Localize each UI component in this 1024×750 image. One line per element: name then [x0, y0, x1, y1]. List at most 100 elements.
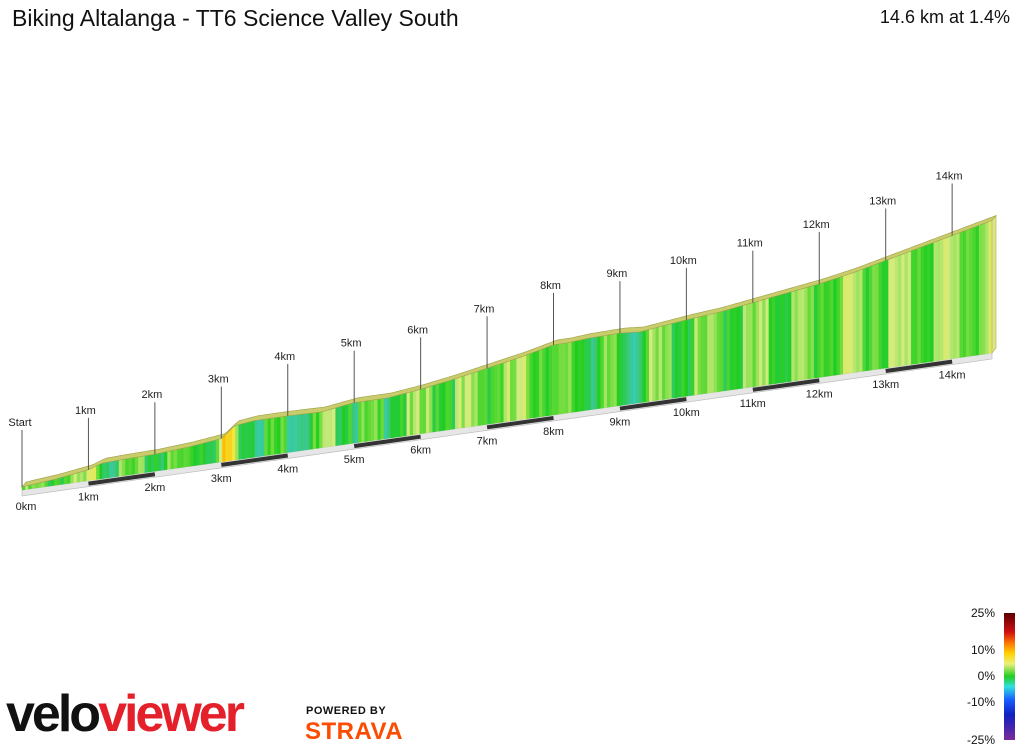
profile-strip [306, 413, 310, 451]
profile-strip [862, 267, 867, 372]
profile-strip [936, 239, 941, 361]
axis-tick-label: 8km [543, 426, 564, 438]
axis-tick-label: 6km [410, 445, 431, 457]
legend-label-0: 0% [977, 669, 995, 683]
profile-strip [684, 319, 689, 397]
profile-strip [742, 304, 747, 389]
profile-strip [594, 336, 598, 410]
axis-tick-label: 7km [477, 435, 498, 447]
profile-strip [364, 400, 369, 442]
profile-strip [865, 266, 870, 372]
profile-strip [510, 359, 514, 422]
km-segment-bar [353, 434, 421, 449]
profile-strip [105, 461, 110, 479]
profile-strip [746, 303, 750, 388]
profile-strip [400, 393, 404, 437]
profile-strip [590, 337, 595, 410]
profile-strip [771, 296, 776, 385]
profile-strip [290, 415, 294, 453]
profile-strip [257, 419, 262, 457]
profile-strip [658, 325, 663, 401]
profile-strip [83, 470, 87, 482]
profile-strip [151, 454, 155, 472]
profile-strip [713, 312, 718, 393]
axis-tick-label: 3km [211, 473, 232, 485]
profile-strip [254, 419, 259, 458]
profile-strip [202, 442, 207, 465]
profile-strips [21, 214, 997, 497]
profile-strip [73, 472, 78, 483]
profile-strip [406, 391, 411, 436]
elevation-profile-chart: 0km 1km 2km 3km 4km 5km 6km 7km 8km 9km 10km 11km 12… [8, 171, 997, 513]
profile-strip [765, 297, 770, 386]
profile-strip [843, 274, 847, 375]
veloviewer-logo[interactable]: veloviewer [6, 685, 245, 743]
profile-strip [50, 479, 55, 487]
profile-strip [833, 277, 837, 376]
profile-strip [345, 403, 349, 445]
profile-strip [442, 381, 446, 431]
profile-strip [79, 470, 84, 483]
profile-strip [112, 460, 116, 478]
profile-strip [784, 292, 789, 383]
km-marker-label: 3km [208, 374, 229, 386]
profile-strip [309, 412, 314, 450]
km-segment-bar [221, 453, 289, 467]
km-segment-bar [752, 378, 820, 392]
km-marker-label: 4km [274, 351, 295, 363]
profile-strip [826, 279, 831, 377]
km-marker-label: 9km [607, 268, 628, 280]
axis-tick-label: 14km [939, 370, 966, 382]
km-marker-label: 14km [936, 171, 963, 183]
profile-strip [700, 315, 705, 395]
profile-strip [487, 366, 492, 425]
profile-strip [341, 404, 346, 446]
profile-strip [778, 294, 783, 384]
profile-strip [147, 454, 152, 473]
strava-logo[interactable]: STRAVA [305, 718, 404, 745]
profile-strip [325, 409, 330, 448]
profile-strip [316, 411, 320, 449]
profile-strip [144, 455, 149, 473]
profile-strip [474, 371, 479, 427]
legend-label-10: 10% [970, 643, 995, 657]
profile-strip [167, 450, 171, 470]
profile-strip [791, 290, 795, 382]
axis-tick-label: 12km [806, 388, 833, 400]
profile-strip [186, 446, 191, 467]
profile-strip [425, 386, 430, 434]
profile-strip [86, 468, 91, 482]
profile-strip [348, 403, 352, 445]
profile-strip [571, 340, 576, 413]
profile-strip [490, 365, 495, 425]
profile-strip [639, 330, 643, 404]
profile-strip [539, 348, 543, 418]
profile-strip [99, 462, 104, 480]
profile-strip [733, 306, 737, 390]
profile-strip [561, 342, 566, 414]
profile-strip [367, 400, 372, 442]
profile-strip [548, 345, 553, 416]
axis-tick-label: 5km [344, 454, 365, 466]
profile-strip [351, 402, 356, 444]
km-segment-bar [88, 472, 156, 486]
profile-strip [723, 309, 728, 392]
km-segment-bar [619, 397, 687, 411]
profile-strip [645, 329, 650, 403]
profile-strip [109, 461, 113, 478]
profile-strip [277, 416, 281, 455]
profile-strip [610, 333, 614, 408]
profile-strip [455, 377, 459, 430]
profile-strip [500, 362, 504, 423]
profile-strip [448, 379, 453, 430]
profile-strip [671, 322, 676, 399]
profile-strip [655, 326, 660, 401]
profile-strip [872, 264, 876, 371]
profile-strip [516, 357, 521, 421]
profile-strip [396, 394, 401, 438]
profile-strip [445, 380, 449, 431]
profile-strip [707, 313, 711, 394]
profile-strip [322, 410, 327, 448]
profile-strip [839, 275, 844, 375]
km-marker-label: 13km [869, 195, 896, 207]
